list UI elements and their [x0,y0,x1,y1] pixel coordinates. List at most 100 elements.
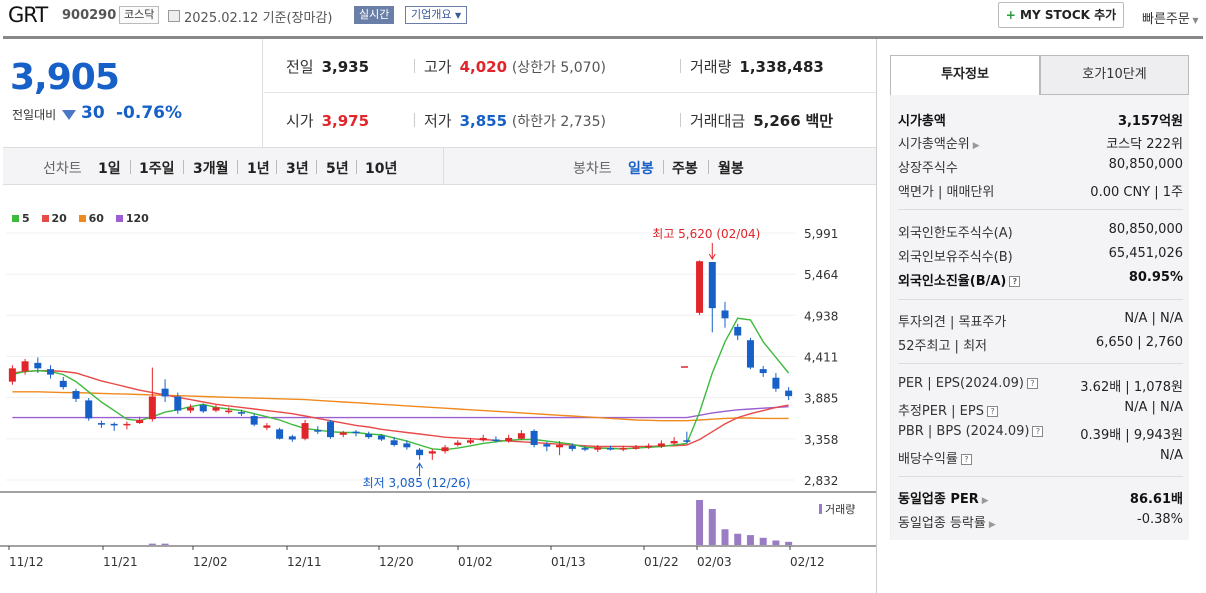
high-price: 고가 4,020 (상한가 5,070) [424,56,606,77]
info-value: -0.38% [1137,512,1183,527]
candle-body [772,377,780,389]
period-1w[interactable]: 1주일 [139,161,175,177]
divider [898,476,1183,477]
candle-body [632,447,640,449]
candle-daily[interactable]: 일봉 [628,161,654,177]
period-3m[interactable]: 3개월 [193,161,229,177]
info-row-est-per: 추정PER | EPS? N/A | N/A [898,397,1183,420]
info-row-industry-per[interactable]: 동일업종 PER ▶ 86.61배 [898,485,1183,508]
help-icon[interactable]: ? [960,454,972,465]
down-triangle-icon [62,110,76,120]
x-tick-label: 12/11 [287,555,322,569]
company-info-dropdown[interactable]: 기업개요 ▼ [405,6,468,24]
caret-right-icon: ▶ [981,496,989,506]
period-5y[interactable]: 5년 [326,161,349,177]
info-label: 52주최고 | 최저 [898,339,987,354]
info-value: N/A | N/A [1124,311,1183,326]
base-date: 2025.02.12 기준(장마감) [184,11,333,26]
candle-body [276,429,284,439]
change-value: 30 [81,103,105,123]
period-10y[interactable]: 10년 [365,161,398,177]
tab-orderbook[interactable]: 호가10단계 [1040,55,1189,95]
candle-body [212,407,220,411]
candle-body [645,445,653,448]
info-row-foreign-limit: 외국인한도주식수(A) 80,850,000 [898,219,1183,242]
divider [898,363,1183,364]
quick-order-button[interactable]: 빠른주문 ▼ [1142,8,1199,27]
info-label: 동일업종 등락률 [898,516,986,531]
x-tick-label: 11/21 [103,555,138,569]
y-tick-label: 4,411 [804,351,838,365]
candle-body [619,448,627,450]
candle-body [136,419,144,424]
candle-body [199,405,207,412]
volume-legend-swatch [819,504,822,514]
candle-body [47,369,55,375]
line-chart-label[interactable]: 선차트 [43,161,82,177]
realtime-badge[interactable]: 실시간 [354,6,395,24]
candle-body [250,416,258,425]
info-value: 86.61배 [1129,492,1183,507]
company-info-label: 기업개요 [411,8,452,21]
candle-body [454,442,462,445]
info-label: PBR | BPS (2024.09) [898,424,1030,439]
info-label: 추정PER | EPS [898,404,984,419]
candle-body [543,444,551,447]
min-arrowhead [416,462,424,469]
x-tick-label: 02/03 [697,555,732,569]
stat-value: 3,855 [459,112,508,130]
divider [130,160,131,174]
stat-label: 시가 [286,112,314,130]
info-row-par: 액면가 | 매매단위 0.00 CNY | 1주 [898,178,1183,201]
candlestick-chart[interactable]: 5,991 5,464 4,938 4,411 3,885 3,358 2,832 11/12… [0,220,876,593]
candle-weekly[interactable]: 주봉 [672,161,698,177]
help-icon[interactable]: ? [1026,378,1038,389]
y-tick-label: 3,358 [804,433,838,447]
period-1d[interactable]: 1일 [98,161,121,177]
candle-body [72,391,80,399]
tab-invest-info[interactable]: 투자정보 [890,55,1040,95]
divider [237,160,238,174]
candle-body [606,448,614,450]
divider [680,113,681,127]
stat-label: 거래대금 [690,112,746,130]
period-1y[interactable]: 1년 [247,161,270,177]
mystock-add-button[interactable]: + MY STOCK 추가 [998,2,1124,28]
y-tick-label: 4,938 [804,309,838,323]
market-tag: 코스닥 [119,6,160,24]
legend-label: 120 [125,212,149,225]
info-row-rank[interactable]: 시가총액순위 ▶ 코스닥 222위 [898,130,1183,153]
stats-row: 전일 3,935 고가 4,020 (상한가 5,070) 거래량 1,338,483 [264,39,876,93]
candle-body [187,407,195,411]
candle-body [97,423,105,425]
help-icon[interactable]: ? [1009,276,1021,287]
change-label: 전일대비 [12,108,57,122]
divider [663,160,664,174]
info-row-shares: 상장주식수 80,850,000 [898,154,1183,177]
y-tick-label: 3,885 [804,392,838,406]
candle-body [237,412,245,414]
candle-body [492,439,500,442]
candle-body [708,262,716,309]
candle-body [721,310,729,319]
stat-value: 1,338,483 [739,58,824,76]
stats-row: 시가 3,975 저가 3,855 (하한가 2,735) 거래대금 5,266 백만 [264,93,876,147]
period-3y[interactable]: 3년 [286,161,309,177]
candle-body [530,430,538,445]
divider [356,160,357,174]
stat-unit: 백만 [805,112,834,130]
candle-body [759,369,767,374]
low-price: 저가 3,855 (하한가 2,735) [424,110,606,131]
stat-label: 거래량 [690,58,732,76]
info-row-industry-change[interactable]: 동일업종 등락률 ▶ -0.38% [898,509,1183,532]
x-tick-label: 12/02 [193,555,228,569]
candle-chart-label[interactable]: 봉차트 [573,161,612,177]
candle-body [288,436,296,440]
candle-monthly[interactable]: 월봉 [718,161,744,177]
help-icon[interactable]: ? [986,406,998,417]
info-value: 3,157억원 [1117,114,1183,129]
help-icon[interactable]: ? [1032,426,1044,437]
info-label: 외국인소진율(B/A) [898,274,1007,289]
invest-info-panel: 시가총액 3,157억원 시가총액순위 ▶ 코스닥 222위 상장주식수 80,850,… [890,95,1189,540]
stat-value: 4,020 [459,58,508,76]
